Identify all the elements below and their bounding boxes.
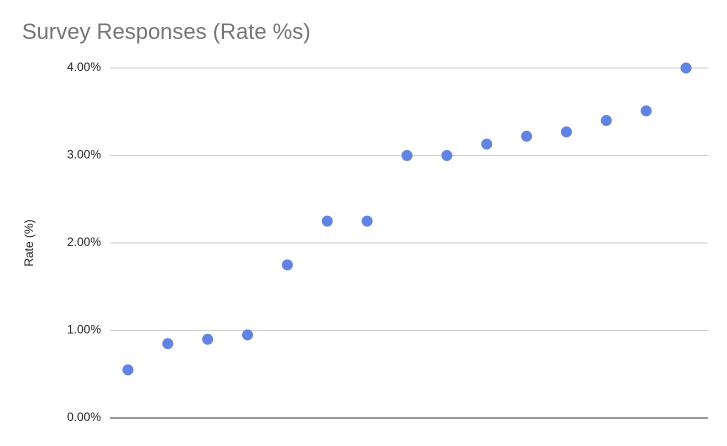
point	[441, 150, 453, 161]
point	[361, 215, 373, 227]
point	[281, 259, 293, 271]
point	[521, 130, 533, 142]
point	[202, 333, 214, 345]
y-tick-label: 1.00%	[67, 323, 101, 337]
y-axis-label: Rate (%)	[22, 219, 36, 266]
point	[560, 126, 572, 138]
point	[242, 329, 254, 341]
point	[680, 62, 692, 74]
y-tick-label: 4.00%	[67, 60, 101, 74]
point	[481, 138, 493, 150]
point	[122, 364, 134, 376]
y-tick-label: 2.00%	[67, 235, 101, 249]
point	[321, 215, 333, 227]
point	[600, 115, 612, 126]
y-tick-label: 3.00%	[67, 148, 101, 162]
point	[640, 105, 652, 117]
chart-title: Survey Responses (Rate %s)	[22, 19, 311, 44]
y-tick-label: 0.00%	[67, 410, 101, 424]
point	[162, 338, 174, 350]
point	[401, 150, 413, 161]
